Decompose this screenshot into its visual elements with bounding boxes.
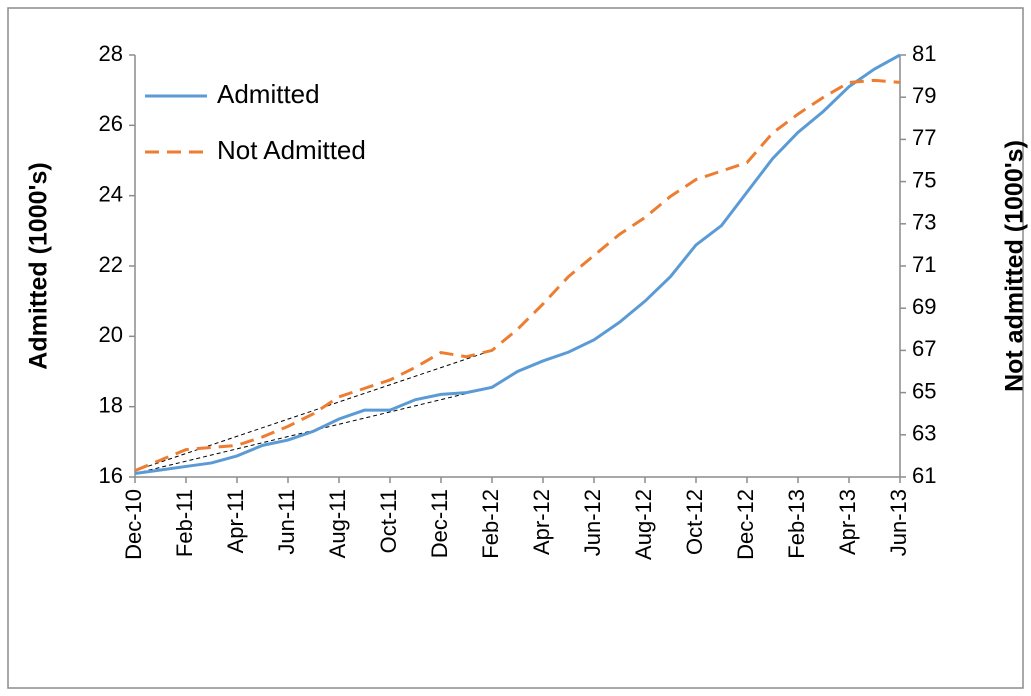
x-tick-label: Dec-10: [121, 489, 146, 560]
y2-tick-label: 75: [912, 167, 936, 192]
x-tick-label: Jun-11: [274, 489, 299, 555]
x-tick-label: Dec-11: [427, 489, 452, 558]
x-tick-label: Feb-11: [172, 489, 197, 557]
x-tick-label: Jun-13: [886, 489, 911, 556]
legend-label: Admitted: [217, 79, 320, 109]
x-tick-label: Apr-11: [223, 489, 248, 553]
y2-tick-label: 69: [912, 294, 936, 319]
y2-tick-label: 65: [912, 378, 936, 403]
y-tick-label: 16: [99, 463, 123, 488]
y2-tick-label: 61: [912, 463, 936, 488]
y2-tick-label: 63: [912, 421, 936, 446]
legend-label: Not Admitted: [217, 135, 366, 165]
data-line: [134, 53, 901, 475]
y-tick-label: 20: [99, 322, 123, 347]
y2-tick-label: 73: [912, 210, 936, 235]
y-tick-label: 26: [99, 111, 123, 136]
data-line: [134, 78, 901, 473]
x-tick-label: Apr-12: [529, 489, 554, 555]
y-tick-label: 28: [99, 41, 123, 66]
y-tick-label: 24: [99, 181, 123, 206]
x-tick-label: Apr-13: [835, 489, 860, 555]
x-tick-label: Oct-11: [376, 489, 401, 553]
y2-axis-title: Not admitted (1000's): [1001, 140, 1029, 392]
x-tick-label: Feb-12: [478, 489, 503, 559]
y2-tick-label: 77: [912, 125, 936, 150]
x-tick-label: Aug-11: [325, 489, 350, 558]
chart-frame: [7, 7, 1024, 689]
x-tick-label: Feb-13: [784, 489, 809, 559]
x-tick-label: Oct-12: [682, 489, 707, 555]
y2-tick-label: 67: [912, 336, 936, 361]
y-axis-title: Admitted (1000's): [25, 162, 53, 369]
x-tick-label: Aug-12: [631, 489, 656, 560]
x-tick-label: Jun-12: [580, 489, 605, 556]
y-tick-label: 22: [99, 252, 123, 277]
y-tick-label: 18: [99, 392, 123, 417]
y2-tick-label: 79: [912, 83, 936, 108]
y2-tick-label: 81: [912, 41, 936, 66]
y2-tick-label: 71: [912, 252, 936, 277]
x-tick-label: Dec-12: [733, 489, 758, 560]
